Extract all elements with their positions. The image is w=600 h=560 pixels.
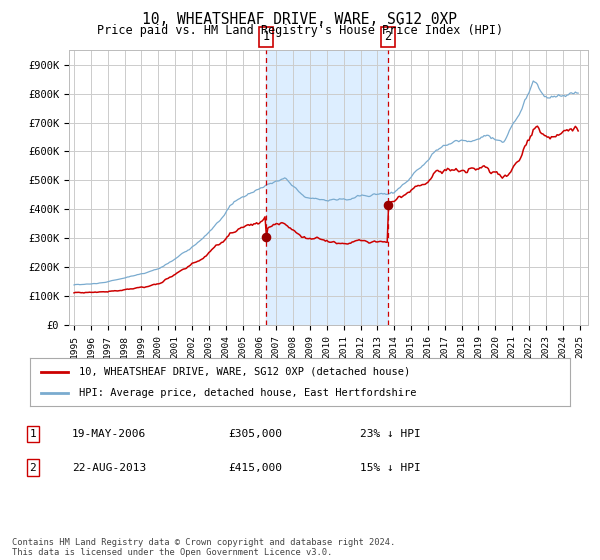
Text: 15% ↓ HPI: 15% ↓ HPI — [360, 463, 421, 473]
Point — [383, 200, 393, 209]
Text: 19-MAY-2006: 19-MAY-2006 — [72, 429, 146, 439]
Text: Price paid vs. HM Land Registry's House Price Index (HPI): Price paid vs. HM Land Registry's House … — [97, 24, 503, 37]
Text: 10, WHEATSHEAF DRIVE, WARE, SG12 0XP (detached house): 10, WHEATSHEAF DRIVE, WARE, SG12 0XP (de… — [79, 367, 410, 377]
Bar — [266, 50, 388, 325]
Text: Contains HM Land Registry data © Crown copyright and database right 2024.
This d: Contains HM Land Registry data © Crown c… — [12, 538, 395, 557]
Text: 22-AUG-2013: 22-AUG-2013 — [72, 463, 146, 473]
Text: £305,000: £305,000 — [228, 429, 282, 439]
Text: 10, WHEATSHEAF DRIVE, WARE, SG12 0XP: 10, WHEATSHEAF DRIVE, WARE, SG12 0XP — [143, 12, 458, 27]
Text: 23% ↓ HPI: 23% ↓ HPI — [360, 429, 421, 439]
Text: 1: 1 — [29, 429, 37, 439]
Text: 1: 1 — [262, 30, 269, 44]
Text: 2: 2 — [385, 30, 392, 44]
Text: HPI: Average price, detached house, East Hertfordshire: HPI: Average price, detached house, East… — [79, 388, 416, 398]
Text: £415,000: £415,000 — [228, 463, 282, 473]
Text: 2: 2 — [29, 463, 37, 473]
Point — [261, 232, 271, 241]
